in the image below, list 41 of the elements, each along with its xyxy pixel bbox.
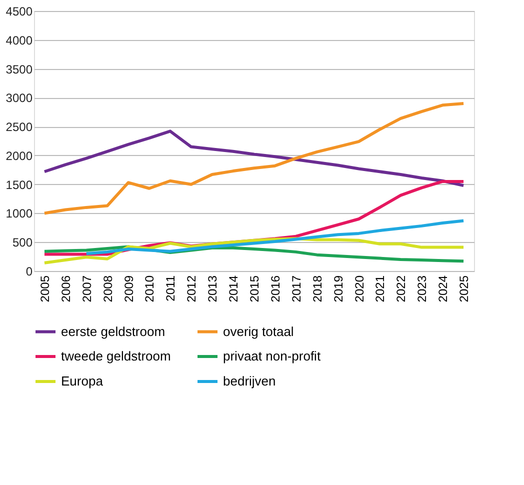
- x-tick-label: 2022: [394, 275, 408, 302]
- x-tick-label: 2025: [457, 275, 472, 302]
- legend-label: bedrijven: [223, 374, 276, 388]
- y-tick-label: 4500: [6, 4, 33, 18]
- x-tick-label: 2019: [331, 275, 346, 302]
- x-tick-label: 2017: [289, 275, 304, 302]
- legend-label: Europa: [61, 374, 104, 388]
- legend-label: privaat non-profit: [223, 348, 321, 364]
- legend-label: overig totaal: [223, 324, 294, 339]
- y-tick-label: 2000: [6, 148, 33, 163]
- legend-label: tweede geldstroom: [61, 348, 171, 364]
- x-tick-label: 2011: [164, 275, 178, 302]
- line-series: [84, 219, 466, 256]
- y-tick-label: 3000: [6, 91, 33, 106]
- x-tick-label: 2010: [142, 275, 157, 302]
- x-tick-label: 2018: [310, 275, 324, 302]
- y-tick-label: 1500: [6, 178, 33, 192]
- legend-label: eerste geldstroom: [61, 324, 166, 339]
- x-tick-label: 2005: [38, 275, 52, 302]
- x-tick-label: 2015: [248, 275, 262, 302]
- x-tick-label: 2016: [268, 275, 282, 302]
- line-series: [42, 130, 466, 187]
- x-tick-label: 2013: [206, 275, 220, 302]
- x-tick-label: 2014: [226, 275, 241, 302]
- line-series: [42, 102, 466, 215]
- x-tick-label: 2024: [436, 275, 450, 302]
- x-tick-label: 2012: [184, 275, 199, 302]
- x-tick-label: 2023: [415, 275, 430, 302]
- x-tick-label: 2008: [100, 275, 115, 302]
- y-tick-label: 1000: [6, 206, 33, 221]
- line-series: [42, 237, 466, 264]
- y-tick-label: 4000: [6, 33, 33, 48]
- y-tick-label: 500: [12, 236, 33, 250]
- x-tick-label: 2006: [58, 275, 73, 302]
- y-tick-label: 0: [26, 264, 33, 278]
- x-tick-label: 2009: [122, 275, 136, 302]
- y-tick-label: 2500: [6, 120, 33, 134]
- x-tick-label: 2021: [373, 275, 388, 302]
- x-tick-label: 2020: [352, 275, 366, 302]
- x-tick-label: 2007: [80, 275, 94, 302]
- y-tick-label: 3500: [6, 62, 33, 76]
